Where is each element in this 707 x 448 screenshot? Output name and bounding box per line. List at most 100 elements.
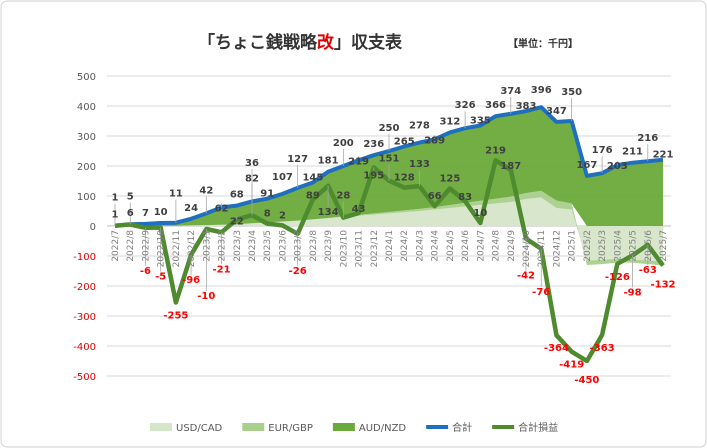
pnl-data-label: 195 [363, 171, 384, 182]
pnl-data-label: 128 [394, 173, 415, 184]
x-tick-label: 2024/2 [400, 230, 410, 262]
x-tick-label: 2025/7 [659, 230, 669, 262]
total-data-label: 7 [142, 208, 149, 219]
total-data-label: 219 [348, 156, 369, 167]
total-data-label: 216 [637, 133, 658, 144]
total-data-label: 82 [245, 173, 259, 184]
x-tick-label: 2024/8 [492, 230, 502, 262]
y-tick-label: 400 [77, 102, 96, 113]
pnl-data-label: -363 [590, 343, 615, 354]
x-tick-label: 2023/5 [263, 230, 273, 262]
total-data-label: 278 [409, 121, 430, 132]
total-data-label: 289 [424, 135, 445, 146]
pnl-data-label: 5 [127, 192, 134, 203]
pnl-data-label: 151 [379, 154, 400, 165]
total-data-label: 11 [169, 189, 183, 200]
total-data-label: 326 [455, 100, 476, 111]
total-data-label: 107 [272, 172, 293, 183]
pnl-data-label: -5 [155, 272, 166, 283]
x-tick-label: 2024/7 [476, 230, 486, 262]
y-tick-label: -300 [73, 312, 96, 323]
legend-label: 合計損益 [518, 421, 558, 434]
pnl-data-label: 219 [485, 145, 506, 156]
x-tick-label: 2023/11 [355, 230, 365, 267]
total-data-label: 6 [127, 208, 134, 219]
total-data-label: 396 [531, 85, 552, 96]
total-data-label: 176 [592, 145, 613, 156]
x-tick-label: 2024/5 [446, 230, 456, 262]
unit-label: 【単位：千円】 [508, 37, 578, 50]
legend-swatch [150, 423, 172, 431]
y-tick-label: -200 [73, 282, 96, 293]
x-tick-label: 2025/6 [644, 230, 654, 262]
legend-label: USD/CAD [176, 423, 223, 434]
pnl-data-label: 133 [409, 159, 430, 170]
pnl-data-label: -450 [574, 375, 599, 386]
total-data-label: 62 [215, 203, 229, 214]
total-data-label: 250 [379, 123, 400, 134]
x-tick-label: 2024/1 [385, 230, 395, 262]
pnl-data-label: -98 [624, 287, 642, 298]
pnl-data-label: -255 [163, 311, 188, 322]
x-tick-label: 2025/4 [613, 230, 623, 262]
x-tick-label: 2023/3 [233, 230, 243, 262]
x-tick-label: 2024/6 [461, 230, 471, 262]
pnl-data-label: -76 [532, 287, 550, 298]
x-tick-label: 2024/9 [507, 230, 517, 262]
x-tick-label: 2022/9 [141, 230, 151, 262]
y-tick-label: -500 [73, 372, 96, 383]
pnl-data-label: -419 [559, 360, 584, 371]
y-tick-label: 200 [77, 162, 96, 173]
total-data-label: 221 [653, 150, 674, 161]
pnl-data-label: -63 [639, 265, 657, 276]
legend-swatch [242, 423, 265, 431]
total-data-label: 91 [260, 189, 274, 200]
x-tick-label: 2023/8 [309, 230, 319, 262]
pnl-data-label: 22 [230, 216, 244, 227]
pnl-data-label: -364 [544, 343, 569, 354]
total-data-label: 374 [500, 86, 521, 97]
total-data-label: 1 [112, 210, 119, 221]
pnl-data-label: 10 [473, 208, 487, 219]
area-usd-cad [115, 197, 663, 262]
x-tick-label: 2025/2 [583, 230, 593, 262]
x-tick-label: 2024/3 [415, 230, 425, 262]
total-data-label: 350 [561, 87, 582, 98]
pnl-data-label: 83 [458, 192, 472, 203]
x-tick-label: 2023/7 [294, 230, 304, 262]
total-data-label: 24 [184, 203, 198, 214]
pnl-data-label: 187 [500, 161, 521, 172]
legend-swatch [332, 423, 355, 431]
x-tick-label: 2023/12 [370, 230, 380, 267]
x-tick-label: 2024/11 [537, 230, 547, 267]
total-data-label: 181 [318, 156, 339, 167]
x-tick-label: 2023/6 [278, 230, 288, 262]
x-tick-label: 2025/5 [629, 230, 639, 262]
total-data-label: 312 [439, 116, 460, 127]
pnl-data-label: 43 [352, 204, 366, 215]
legend-label: AUD/NZD [359, 423, 407, 434]
x-tick-label: 2022/10 [157, 230, 167, 268]
x-tick-label: 2023/1 [202, 230, 212, 262]
y-tick-label: -100 [73, 252, 96, 263]
y-tick-label: -400 [73, 342, 96, 353]
pnl-data-label: -132 [650, 280, 675, 291]
pnl-data-label: 2 [279, 210, 286, 221]
total-data-label: 127 [287, 154, 308, 165]
total-data-label: 203 [607, 161, 628, 172]
pnl-data-label: 89 [306, 190, 320, 201]
x-tick-label: 2025/3 [598, 230, 608, 262]
total-data-label: 265 [394, 137, 415, 148]
total-data-label: 10 [154, 207, 168, 218]
total-data-label: 145 [302, 173, 323, 184]
y-tick-label: 100 [77, 192, 96, 203]
x-tick-label: 2022/7 [111, 230, 121, 262]
pnl-data-label: 134 [318, 207, 339, 218]
pnl-data-label: -96 [182, 275, 200, 286]
x-tick-label: 2022/8 [126, 230, 136, 262]
pnl-data-label: -21 [213, 264, 231, 275]
pnl-data-label: 66 [428, 191, 442, 202]
total-data-label: 335 [470, 116, 491, 127]
pnl-data-label: 36 [245, 158, 259, 169]
